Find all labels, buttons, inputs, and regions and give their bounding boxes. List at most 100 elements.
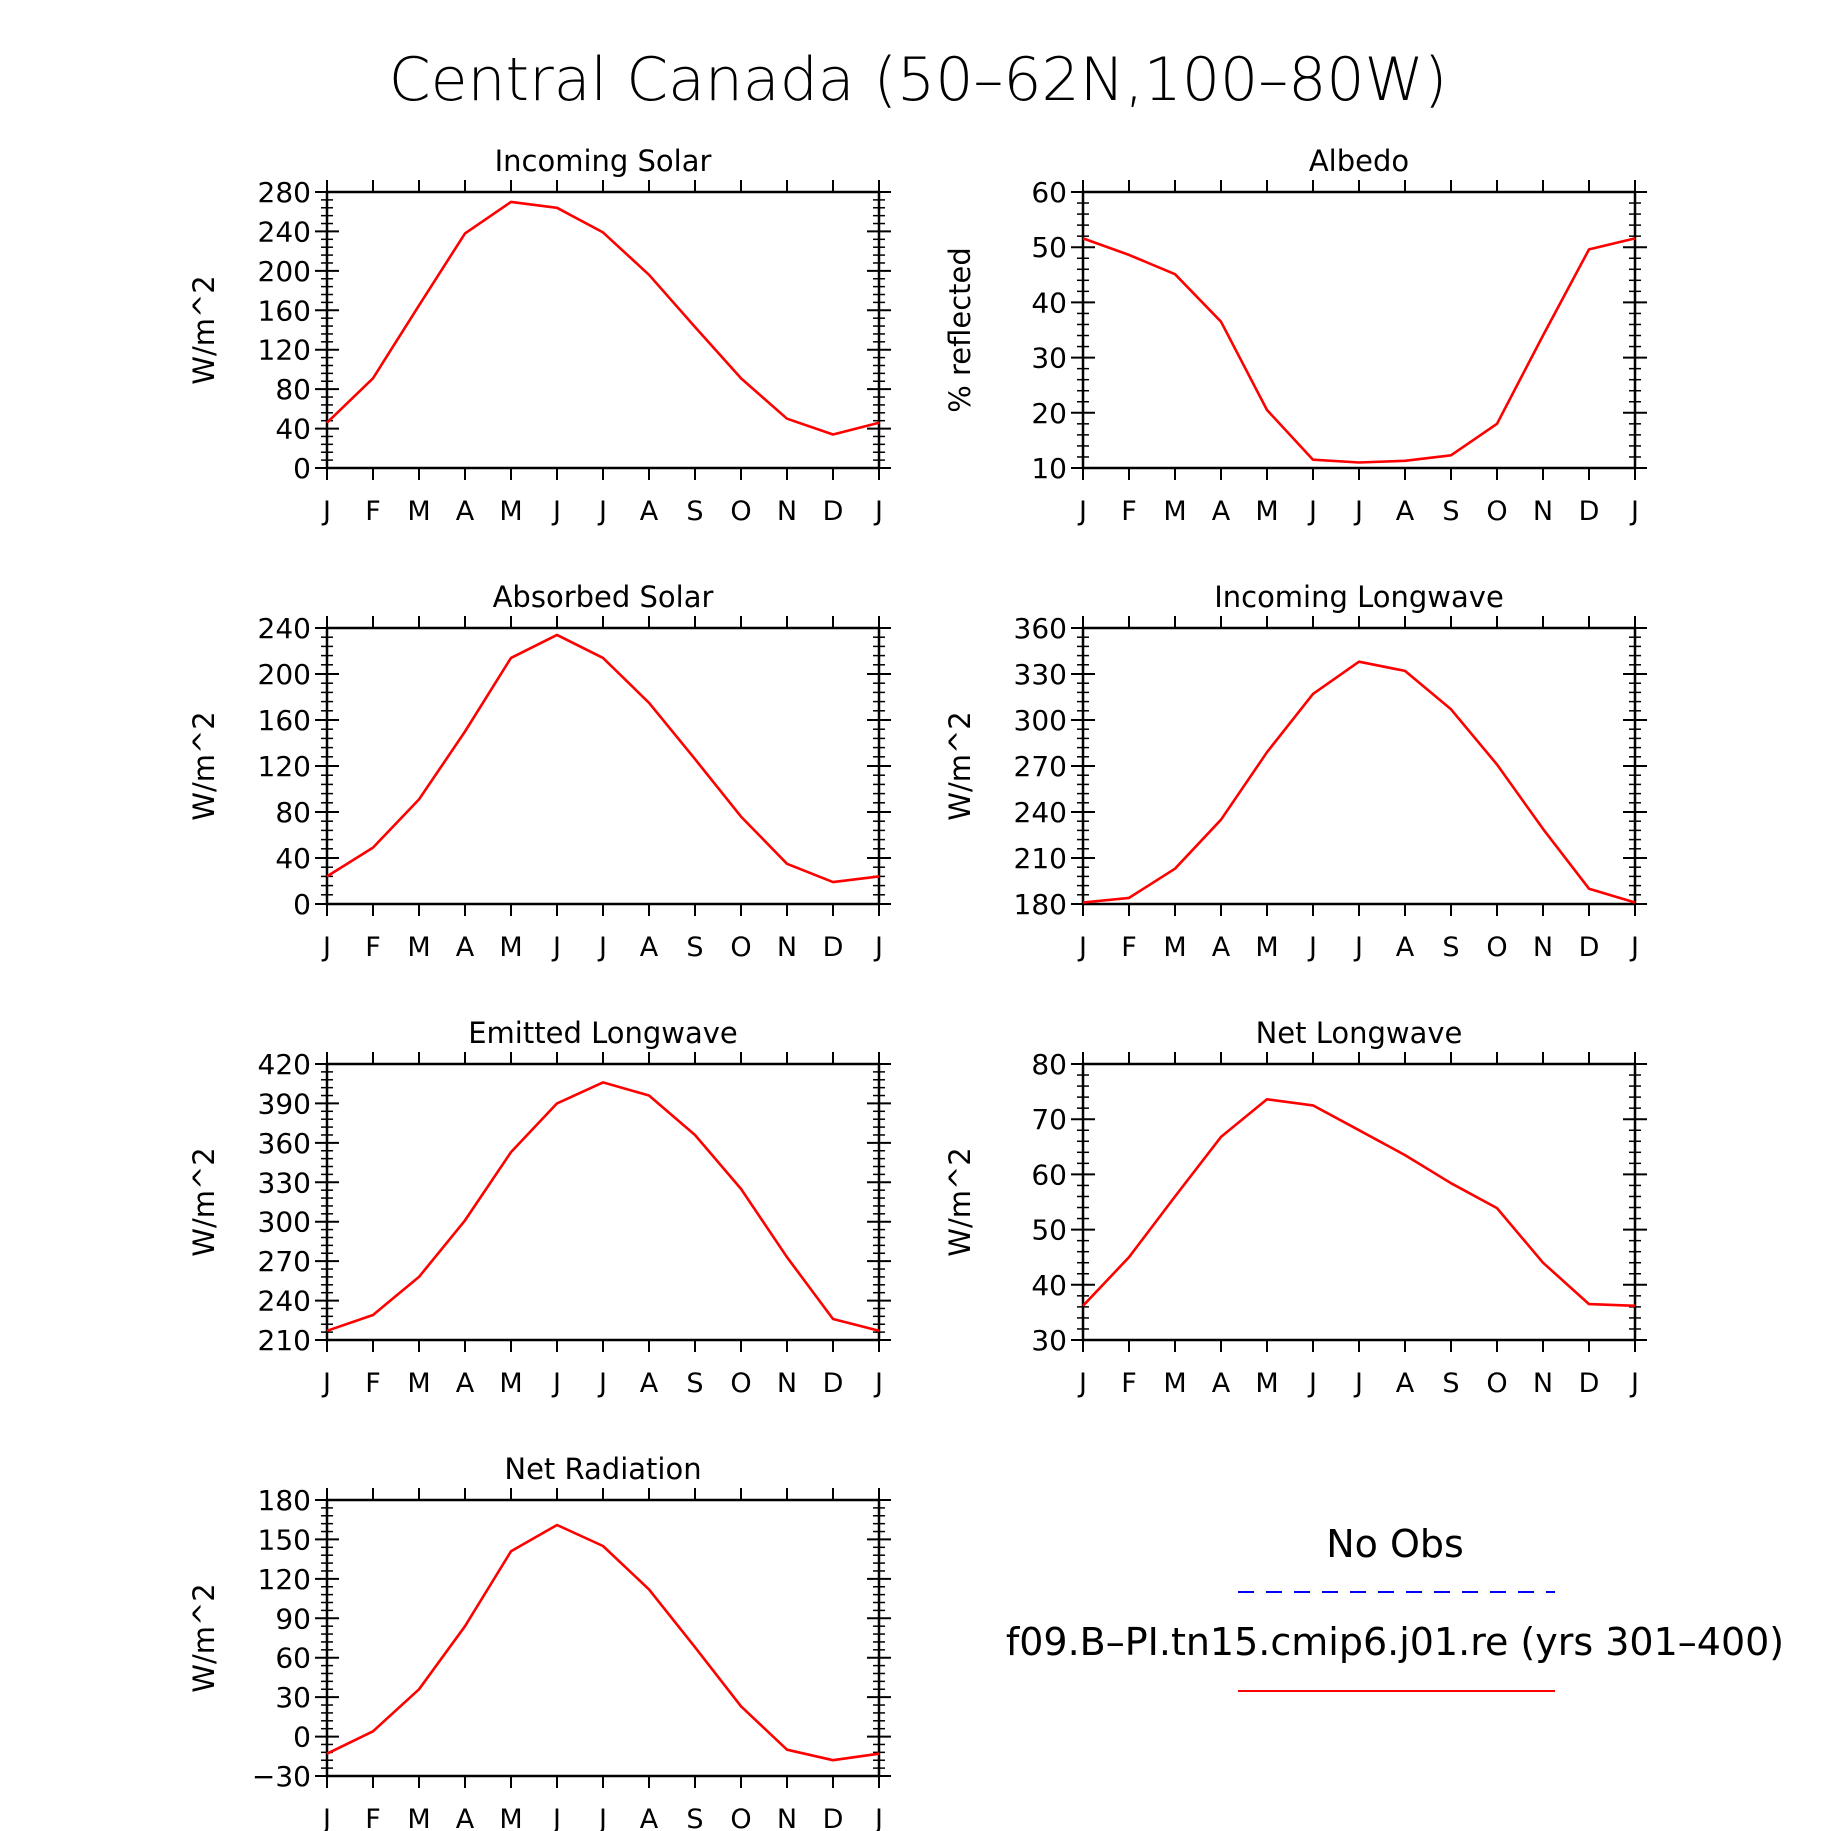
x-tick-label: J bbox=[1077, 932, 1087, 963]
x-tick-label: F bbox=[1121, 932, 1137, 963]
y-tick-label: 360 bbox=[258, 1127, 311, 1160]
x-tick-label: A bbox=[1396, 1368, 1415, 1399]
x-tick-label: M bbox=[499, 932, 522, 963]
y-tick-label: 20 bbox=[1031, 397, 1067, 430]
y-tick-label: 120 bbox=[258, 334, 311, 367]
y-tick-label: 50 bbox=[1031, 231, 1067, 264]
x-tick-label: S bbox=[1442, 932, 1459, 963]
x-tick-label: O bbox=[730, 1804, 751, 1831]
series-line bbox=[326, 200, 880, 436]
y-tick-label: 200 bbox=[258, 255, 311, 288]
panel-title: Absorbed Solar bbox=[493, 580, 714, 614]
y-tick-label: 150 bbox=[258, 1523, 311, 1556]
x-tick-label: M bbox=[1255, 1368, 1278, 1399]
series-line bbox=[1082, 660, 1636, 904]
y-tick-label: 270 bbox=[258, 1245, 311, 1278]
y-tick-label: 40 bbox=[1031, 286, 1067, 319]
x-tick-label: J bbox=[1353, 496, 1363, 527]
x-tick-label: N bbox=[777, 932, 797, 963]
x-tick-label: J bbox=[1353, 1368, 1363, 1399]
x-tick-label: M bbox=[1163, 1368, 1186, 1399]
x-tick-label: A bbox=[1396, 932, 1415, 963]
y-tick-label: 420 bbox=[258, 1048, 311, 1081]
x-tick-label: D bbox=[1579, 496, 1600, 527]
x-tick-label: S bbox=[686, 1368, 703, 1399]
y-tick-label: 60 bbox=[1031, 176, 1067, 209]
x-tick-label: M bbox=[499, 1804, 522, 1831]
x-tick-label: M bbox=[407, 1804, 430, 1831]
panel-title: Albedo bbox=[1309, 144, 1409, 178]
plot-frame bbox=[325, 1498, 881, 1778]
panel-title: Emitted Longwave bbox=[468, 1016, 738, 1050]
y-tick-label: 10 bbox=[1031, 452, 1067, 485]
y-axis-label: % reflected bbox=[943, 247, 977, 413]
x-tick-label: A bbox=[640, 1804, 659, 1831]
x-tick-label: A bbox=[1212, 496, 1231, 527]
x-tick-label: D bbox=[1579, 932, 1600, 963]
x-tick-label: J bbox=[551, 1804, 561, 1831]
y-tick-label: 390 bbox=[258, 1087, 311, 1120]
series-line bbox=[326, 1523, 880, 1762]
y-axis-label: W/m^2 bbox=[187, 1147, 221, 1256]
x-tick-label: A bbox=[640, 496, 659, 527]
y-tick-label: 40 bbox=[275, 842, 311, 875]
x-tick-label: D bbox=[823, 932, 844, 963]
y-tick-label: 240 bbox=[258, 215, 311, 248]
x-tick-label: S bbox=[686, 496, 703, 527]
x-tick-label: A bbox=[640, 1368, 659, 1399]
x-tick-label: F bbox=[1121, 496, 1137, 527]
y-tick-label: 80 bbox=[275, 796, 311, 829]
x-tick-label: M bbox=[499, 1368, 522, 1399]
y-tick-label: 240 bbox=[258, 1285, 311, 1318]
plot-frame bbox=[325, 1062, 881, 1342]
y-tick-label: 40 bbox=[1031, 1269, 1067, 1302]
x-tick-label: J bbox=[1307, 496, 1317, 527]
x-tick-label: F bbox=[365, 496, 381, 527]
x-tick-label: J bbox=[1629, 496, 1639, 527]
x-tick-label: O bbox=[730, 932, 751, 963]
x-tick-label: N bbox=[777, 496, 797, 527]
x-tick-label: A bbox=[1396, 496, 1415, 527]
x-tick-label: J bbox=[1353, 932, 1363, 963]
y-tick-label: 50 bbox=[1031, 1214, 1067, 1247]
legend-obs-label: No Obs bbox=[1326, 1522, 1464, 1566]
y-tick-label: 270 bbox=[1014, 750, 1067, 783]
y-tick-label: 60 bbox=[1031, 1158, 1067, 1191]
x-tick-label: J bbox=[1629, 932, 1639, 963]
x-tick-label: N bbox=[1533, 496, 1553, 527]
y-tick-label: 120 bbox=[258, 1563, 311, 1596]
x-tick-label: J bbox=[1307, 1368, 1317, 1399]
x-tick-label: F bbox=[365, 932, 381, 963]
x-tick-label: J bbox=[597, 1804, 607, 1831]
y-tick-label: 0 bbox=[293, 1721, 311, 1754]
x-tick-label: O bbox=[1486, 932, 1507, 963]
legend: No Obs f09.B–PI.tn15.cmip6.j01.re (yrs 3… bbox=[1006, 1522, 1784, 1692]
series-line bbox=[326, 633, 880, 884]
x-tick-label: M bbox=[407, 932, 430, 963]
x-tick-label: J bbox=[873, 496, 883, 527]
figure-title: Central Canada (50–62N,100–80W) bbox=[389, 45, 1448, 115]
y-tick-label: 360 bbox=[1014, 612, 1067, 645]
x-tick-label: J bbox=[321, 1368, 331, 1399]
x-tick-label: F bbox=[365, 1804, 381, 1831]
y-tick-label: 160 bbox=[258, 704, 311, 737]
y-tick-label: 210 bbox=[1014, 842, 1067, 875]
x-tick-label: A bbox=[1212, 932, 1231, 963]
x-tick-label: A bbox=[456, 932, 475, 963]
y-tick-label: 80 bbox=[275, 373, 311, 406]
x-tick-label: J bbox=[1077, 496, 1087, 527]
x-tick-label: M bbox=[1163, 932, 1186, 963]
plot-frame bbox=[1081, 190, 1637, 470]
x-tick-label: O bbox=[1486, 1368, 1507, 1399]
y-axis-label: W/m^2 bbox=[943, 711, 977, 820]
x-tick-label: F bbox=[365, 1368, 381, 1399]
x-tick-label: A bbox=[456, 1804, 475, 1831]
x-tick-label: J bbox=[321, 1804, 331, 1831]
y-tick-label: 30 bbox=[1031, 1324, 1067, 1357]
x-tick-label: J bbox=[321, 496, 331, 527]
